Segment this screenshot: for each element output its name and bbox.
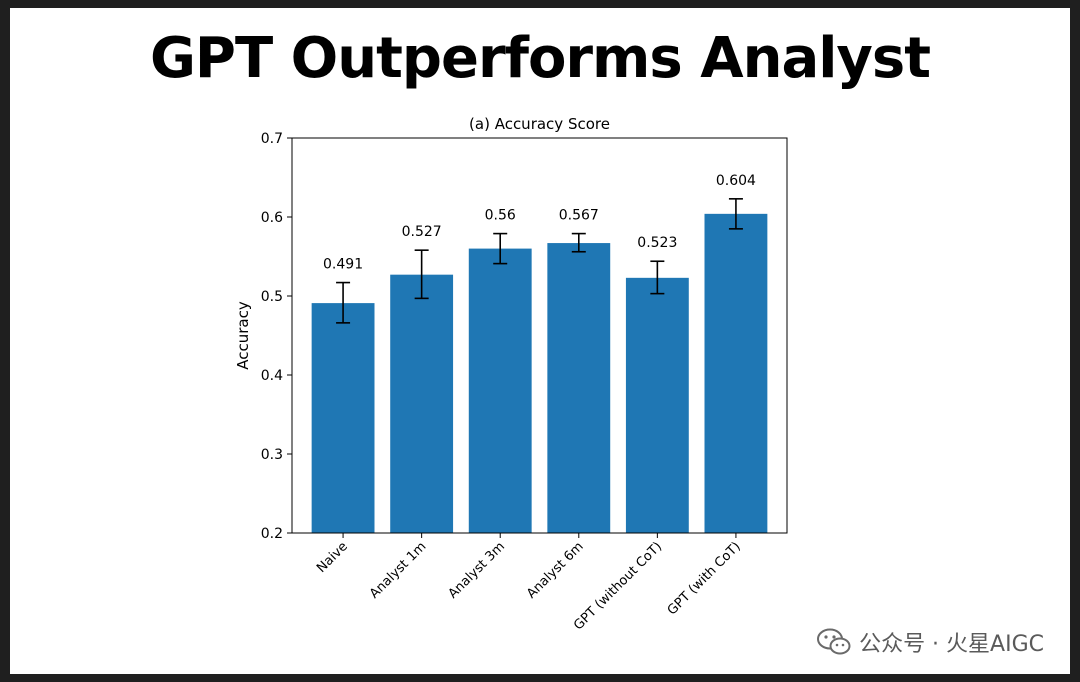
x-tick-label: Analyst 1m [367, 539, 429, 601]
data-label: 0.604 [716, 173, 756, 189]
x-tick-label: Analyst 6m [524, 539, 586, 601]
plot-frame [291, 137, 788, 534]
y-axis-title: Accuracy [234, 301, 252, 370]
watermark-text: 公众号 · 火星AIGC [859, 632, 1044, 657]
y-tick-label: 0.6 [261, 210, 283, 226]
data-label: 0.491 [323, 257, 363, 273]
slide: GPT Outperforms Analyst (a) Accuracy Sco… [10, 8, 1070, 674]
bar [625, 277, 689, 533]
y-tick-label: 0.7 [261, 131, 283, 147]
y-tick-label: 0.5 [261, 289, 283, 305]
x-tick-label: GPT (without CoT) [571, 539, 665, 633]
bar [390, 274, 454, 533]
bar [468, 248, 532, 533]
chart-title: (a) Accuracy Score [469, 115, 610, 133]
x-tick-label: Analyst 3m [446, 539, 508, 601]
y-tick-label: 0.3 [261, 447, 283, 463]
data-label: 0.567 [559, 208, 599, 224]
bar [311, 303, 375, 533]
bar [547, 243, 611, 533]
y-tick-label: 0.2 [261, 526, 283, 542]
data-label: 0.56 [485, 208, 516, 224]
page-title: GPT Outperforms Analyst [149, 26, 931, 91]
bar [704, 213, 768, 533]
wechat-icon [817, 628, 851, 655]
x-tick-label: GPT (with CoT) [665, 539, 744, 618]
x-tick-label: Naive [314, 539, 351, 576]
data-label: 0.527 [402, 224, 442, 240]
bar-chart: (a) Accuracy Score Accuracy 0.2 0.3 0.4 0.5 0.… [234, 115, 788, 633]
y-tick-label: 0.4 [261, 368, 283, 384]
watermark: 公众号 · 火星AIGC [817, 626, 1044, 658]
data-label: 0.523 [637, 235, 677, 251]
